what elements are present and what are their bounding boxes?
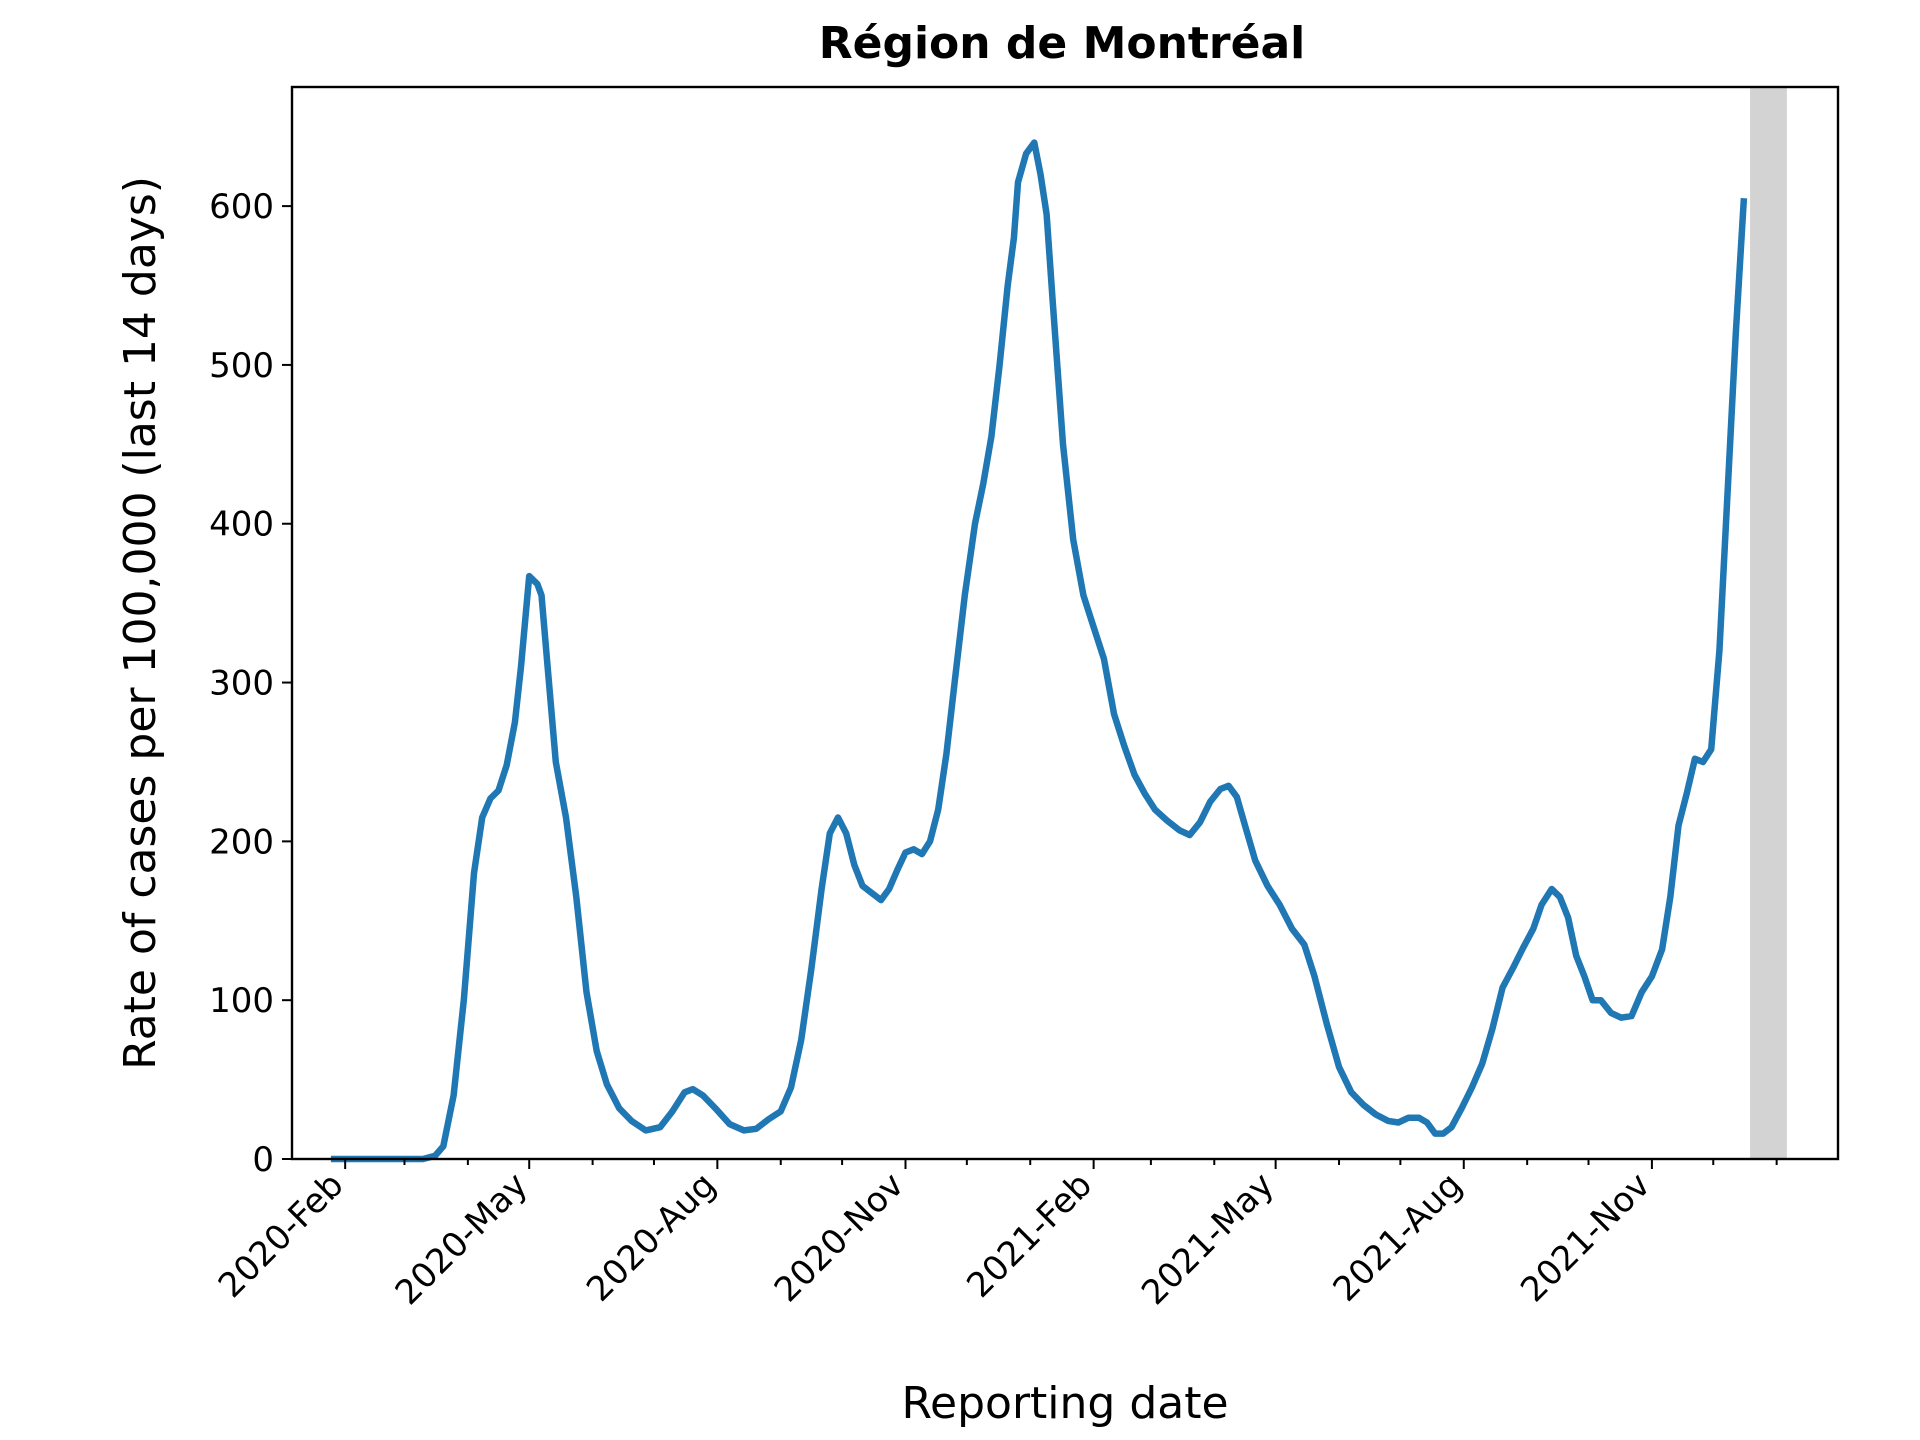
x-tick-label: 2020-Aug [579,1165,724,1310]
y-tick-label: 300 [209,664,274,704]
y-axis-label: Rate of cases per 100,000 (last 14 days) [115,176,166,1070]
y-tick-label: 600 [209,187,274,227]
y-tick-label: 500 [209,346,274,386]
y-tick-label: 400 [209,505,274,545]
x-tick-label: 2020-May [388,1165,536,1313]
plot-area [290,85,1840,1163]
series-line-0 [330,139,1748,1163]
plot-frame [290,85,1840,1161]
x-tick-label: 2021-Aug [1326,1165,1471,1310]
x-tick-label: 2021-Feb [959,1165,1100,1306]
y-tick-label: 200 [209,822,274,862]
x-axis: 2020-Feb 2020-May 2020-Aug 2020-Nov 2021-Feb… [211,1159,1778,1313]
x-tick-label: 2020-Nov [767,1165,912,1310]
x-axis-label: Reporting date [901,1378,1228,1429]
y-tick-label: 100 [209,981,274,1021]
x-tick-label: 2021-Nov [1513,1165,1658,1310]
x-tick-label: 2020-Feb [211,1165,352,1306]
y-axis: 0 100 200 300 400 500 600 [209,187,292,1180]
x-tick-label: 2021-May [1134,1165,1282,1313]
series-layer [330,139,1748,1163]
y-tick-label: 0 [252,1140,274,1180]
chart-title: Région de Montréal [819,18,1306,69]
shaded-region [1750,87,1787,1159]
